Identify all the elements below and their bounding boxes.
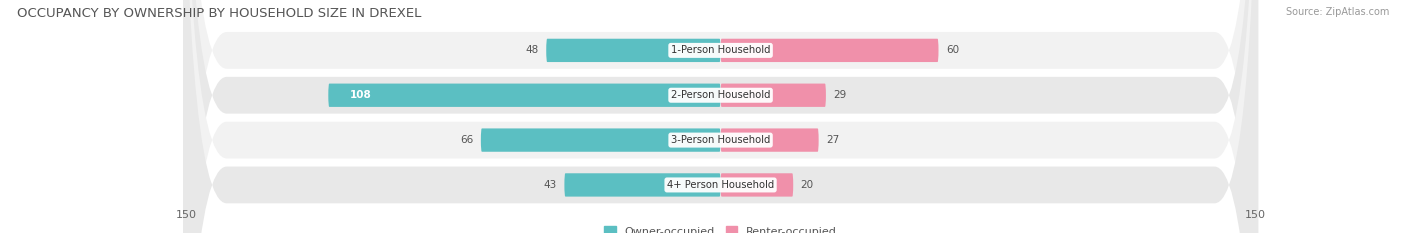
FancyBboxPatch shape	[183, 0, 1258, 233]
Legend: Owner-occupied, Renter-occupied: Owner-occupied, Renter-occupied	[600, 222, 841, 233]
Text: 43: 43	[544, 180, 557, 190]
Text: Source: ZipAtlas.com: Source: ZipAtlas.com	[1285, 7, 1389, 17]
FancyBboxPatch shape	[721, 39, 939, 62]
FancyBboxPatch shape	[721, 84, 825, 107]
Text: 4+ Person Household: 4+ Person Household	[666, 180, 775, 190]
FancyBboxPatch shape	[183, 0, 1258, 233]
Text: 27: 27	[825, 135, 839, 145]
Text: 48: 48	[526, 45, 538, 55]
FancyBboxPatch shape	[183, 0, 1258, 233]
Text: 2-Person Household: 2-Person Household	[671, 90, 770, 100]
Text: 29: 29	[834, 90, 846, 100]
Text: 66: 66	[460, 135, 474, 145]
Text: 150: 150	[1244, 210, 1265, 220]
Text: 1-Person Household: 1-Person Household	[671, 45, 770, 55]
Text: 20: 20	[800, 180, 814, 190]
Text: 108: 108	[350, 90, 371, 100]
FancyBboxPatch shape	[721, 128, 818, 152]
FancyBboxPatch shape	[721, 173, 793, 197]
Text: 150: 150	[176, 210, 197, 220]
FancyBboxPatch shape	[564, 173, 721, 197]
Text: 60: 60	[946, 45, 959, 55]
FancyBboxPatch shape	[546, 39, 721, 62]
Text: 3-Person Household: 3-Person Household	[671, 135, 770, 145]
FancyBboxPatch shape	[481, 128, 721, 152]
FancyBboxPatch shape	[329, 84, 721, 107]
FancyBboxPatch shape	[183, 0, 1258, 233]
Text: OCCUPANCY BY OWNERSHIP BY HOUSEHOLD SIZE IN DREXEL: OCCUPANCY BY OWNERSHIP BY HOUSEHOLD SIZE…	[17, 7, 422, 20]
